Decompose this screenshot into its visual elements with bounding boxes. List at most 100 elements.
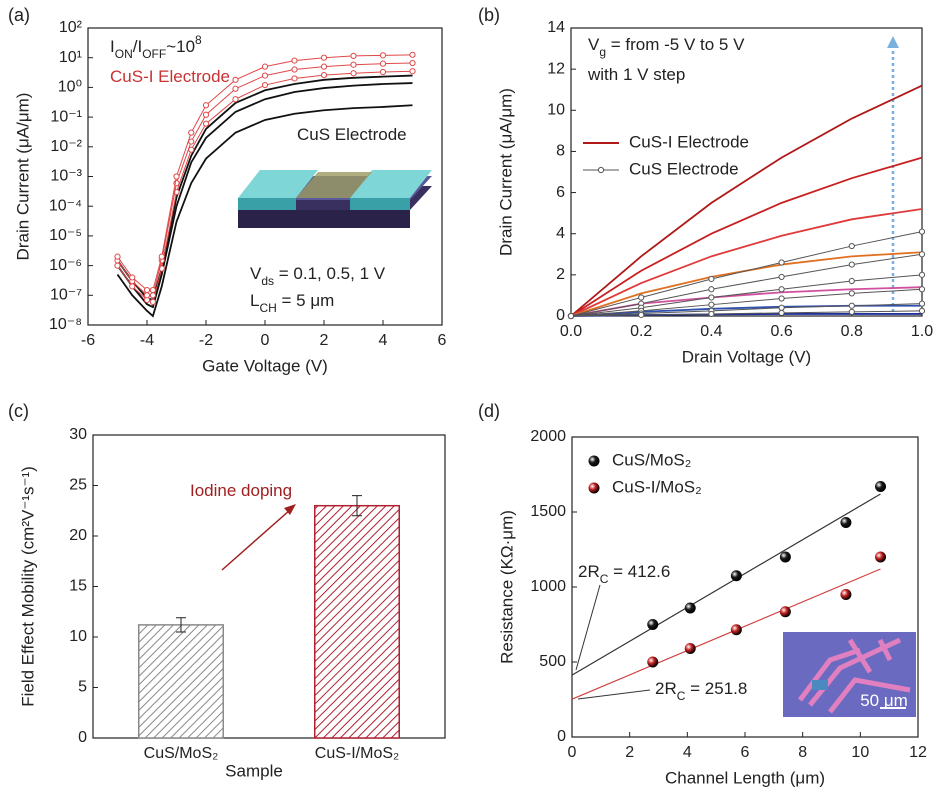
y-tick-label: 2000	[530, 428, 566, 445]
point-marker	[919, 229, 924, 234]
point-marker	[351, 62, 356, 67]
y-tick-label: 6	[556, 184, 565, 201]
annotation: LCH = 5 μm	[250, 291, 334, 315]
x-tick-label: CuS-I/MoS₂	[315, 745, 399, 762]
annotation: CuS-I Electrode	[110, 67, 230, 86]
x-tick-label: 10	[851, 744, 869, 761]
x-axis-title: Channel Length (μm)	[665, 768, 825, 787]
y-tick-label: 10	[69, 628, 87, 645]
point-marker	[709, 287, 714, 292]
scatter-point	[875, 552, 886, 563]
point-marker	[150, 299, 155, 304]
point-marker	[292, 58, 297, 63]
x-tick-label: 0.0	[560, 323, 582, 340]
point-marker	[203, 112, 208, 117]
annotation-part: /I	[133, 37, 142, 56]
x-tick-label: 1.0	[911, 323, 933, 340]
point-marker	[233, 86, 238, 91]
scatter-point	[875, 481, 886, 492]
point-marker	[321, 55, 326, 60]
x-tick-label: 0.8	[841, 323, 863, 340]
point-marker	[174, 174, 179, 179]
x-tick-label: -4	[140, 332, 154, 349]
point-marker	[779, 305, 784, 310]
figure: (a)10⁻⁸10⁻⁷10⁻⁶10⁻⁵10⁻⁴10⁻³10⁻²10⁻¹10⁰10…	[0, 0, 936, 794]
scatter-point	[685, 603, 696, 614]
annotation-part: = 251.8	[685, 679, 747, 698]
annotation-part: V	[250, 264, 262, 283]
point-marker	[849, 262, 854, 267]
y-axis-title: Drain Current (μA/μm)	[496, 88, 515, 256]
doping-arrow	[222, 504, 296, 570]
y-tick-label: 5	[78, 679, 87, 696]
point-marker	[779, 274, 784, 279]
point-marker	[410, 69, 415, 74]
point-marker	[779, 287, 784, 292]
y-tick-label: 10⁰	[58, 79, 82, 96]
y-tick-label: 10⁻¹	[50, 108, 82, 125]
y-tick-label: 10⁻⁸	[49, 316, 82, 333]
annotation: 50 μm	[860, 691, 908, 710]
point-marker	[189, 139, 194, 144]
scatter-point	[731, 570, 742, 581]
point-marker	[709, 311, 714, 316]
y-tick-label: 10	[547, 102, 565, 119]
y-tick-label: 10⁻⁵	[49, 227, 82, 244]
legend-marker	[589, 483, 600, 494]
x-axis-title: Drain Voltage (V)	[682, 347, 811, 366]
annotation-part: CuS-I Electrode	[110, 67, 230, 86]
y-tick-label: 1000	[530, 578, 566, 595]
point-marker	[709, 302, 714, 307]
annotation-part: with 1 V step	[587, 65, 685, 84]
y-tick-label: 8	[556, 143, 565, 160]
point-marker	[779, 260, 784, 265]
x-tick-label: 0	[261, 332, 270, 349]
legend-label: CuS/MoS₂	[612, 450, 691, 469]
annotation-part: = 412.6	[608, 562, 670, 581]
point-marker	[849, 291, 854, 296]
x-tick-label: 12	[909, 744, 927, 761]
point-marker	[150, 293, 155, 298]
y-tick-label: 14	[547, 19, 565, 36]
y-axis-title: Field Effect Mobility (cm²V⁻¹s⁻¹)	[18, 466, 37, 707]
scatter-point	[731, 624, 742, 635]
point-marker	[262, 82, 267, 87]
y-tick-label: 10⁻⁶	[49, 257, 82, 274]
point-marker	[144, 287, 149, 292]
annotation-part: 2R	[578, 562, 600, 581]
point-marker	[779, 296, 784, 301]
point-marker	[262, 73, 267, 78]
point-marker	[779, 310, 784, 315]
x-axis-title: Sample	[225, 761, 283, 780]
annotation-part: CuS Electrode	[297, 125, 407, 144]
point-marker	[130, 275, 135, 280]
y-tick-label: 4	[556, 225, 565, 242]
annotation-part: ds	[261, 274, 274, 288]
y-tick-label: 10¹	[59, 49, 82, 66]
x-tick-label: 2	[320, 332, 329, 349]
legend-marker	[598, 167, 603, 172]
point-marker	[351, 71, 356, 76]
point-marker	[849, 243, 854, 248]
annotation: ION/IOFF~108	[110, 33, 202, 61]
legend-label: CuS Electrode	[629, 159, 739, 178]
point-marker	[380, 53, 385, 58]
series-line	[571, 254, 922, 316]
scatter-point	[647, 619, 658, 630]
annotation-part: OFF	[142, 47, 166, 61]
point-marker	[150, 287, 155, 292]
y-tick-label: 10⁻⁴	[49, 197, 82, 214]
scatter-point	[780, 552, 791, 563]
x-tick-label: 2	[625, 744, 634, 761]
point-marker	[568, 313, 573, 318]
point-marker	[292, 76, 297, 81]
x-tick-label: 0	[568, 744, 577, 761]
y-axis-title: Drain Current (μA/μm)	[13, 93, 32, 261]
point-marker	[709, 276, 714, 281]
point-marker	[203, 121, 208, 126]
scatter-point	[647, 657, 658, 668]
x-axis-title: Gate Voltage (V)	[202, 356, 328, 375]
legend-label: CuS-I Electrode	[629, 132, 749, 151]
annotation-part: 50 μm	[860, 691, 908, 710]
annotation-part: C	[600, 572, 609, 586]
